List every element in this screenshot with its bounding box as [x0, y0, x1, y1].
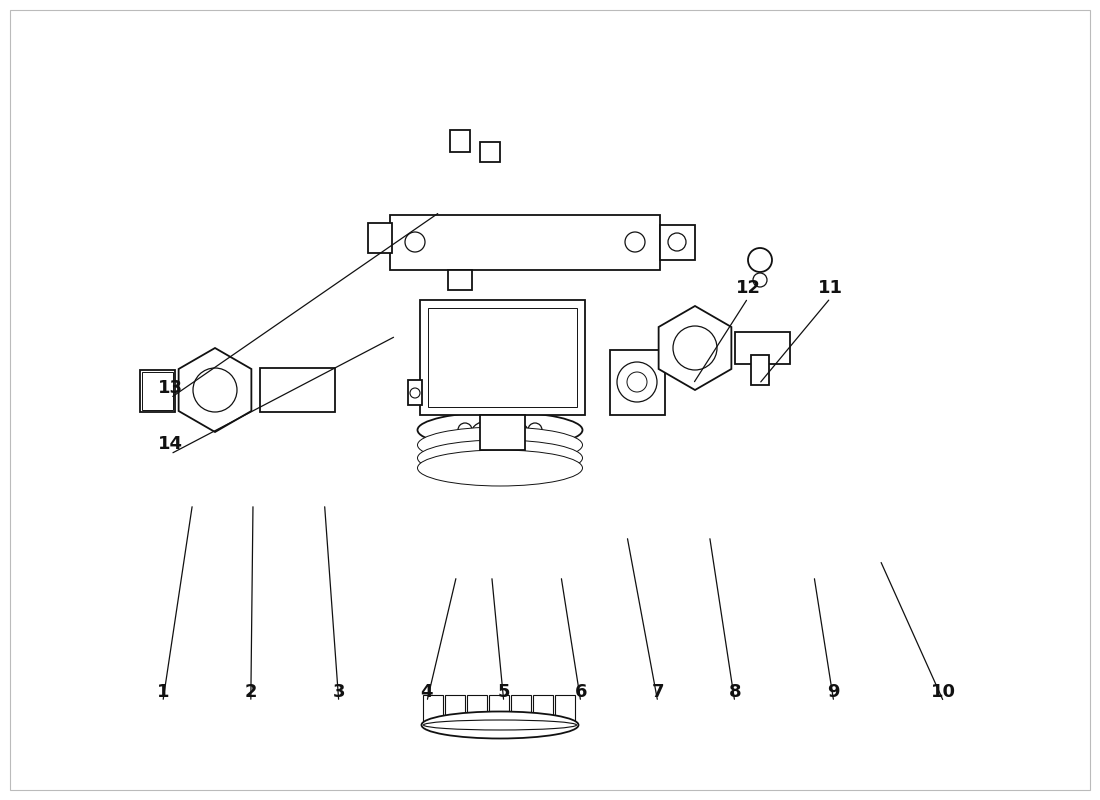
Circle shape [617, 362, 657, 402]
Ellipse shape [485, 424, 515, 436]
Bar [390, 215, 660, 270]
Bar [424, 695, 443, 725]
Text: 8: 8 [728, 683, 741, 701]
Bar [142, 372, 173, 410]
Bar [556, 695, 575, 725]
Text: 14: 14 [158, 435, 183, 453]
Text: 10: 10 [932, 683, 956, 701]
Bar [448, 270, 472, 290]
Polygon shape [659, 306, 732, 390]
Ellipse shape [473, 419, 528, 441]
Circle shape [673, 326, 717, 370]
Circle shape [458, 423, 472, 437]
Bar [512, 695, 531, 725]
Bar [660, 225, 695, 260]
Text: 6: 6 [574, 683, 587, 701]
Bar [480, 142, 501, 162]
Bar [428, 308, 578, 407]
Circle shape [405, 232, 425, 252]
Bar [735, 332, 790, 364]
Bar [450, 130, 470, 152]
Ellipse shape [424, 720, 576, 730]
Text: eurospares: eurospares [660, 155, 924, 197]
Circle shape [192, 368, 236, 412]
Bar [420, 300, 585, 415]
Bar [468, 695, 487, 725]
Text: eurospares: eurospares [165, 555, 429, 597]
Circle shape [493, 423, 507, 437]
Circle shape [754, 273, 767, 287]
Bar [751, 355, 769, 385]
Text: eurospares: eurospares [165, 155, 429, 197]
Bar [446, 695, 465, 725]
Circle shape [625, 232, 645, 252]
Text: 9: 9 [827, 683, 840, 701]
Ellipse shape [418, 412, 583, 448]
Ellipse shape [418, 427, 583, 463]
Bar [610, 350, 665, 415]
Circle shape [410, 388, 420, 398]
Polygon shape [178, 348, 252, 432]
Text: 2: 2 [244, 683, 257, 701]
Ellipse shape [421, 711, 579, 738]
Bar [408, 380, 422, 405]
Circle shape [668, 233, 686, 251]
Text: 1: 1 [156, 683, 169, 701]
Text: 4: 4 [420, 683, 433, 701]
Text: 11: 11 [818, 279, 843, 297]
Text: 7: 7 [651, 683, 664, 701]
Text: 5: 5 [497, 683, 510, 701]
Bar [534, 695, 553, 725]
Text: eurospares: eurospares [660, 555, 924, 597]
Bar [140, 370, 175, 412]
Ellipse shape [418, 440, 583, 476]
Bar [480, 415, 525, 450]
Bar [368, 223, 392, 253]
Bar [490, 695, 509, 725]
Text: 3: 3 [332, 683, 345, 701]
Circle shape [748, 248, 772, 272]
Circle shape [528, 423, 542, 437]
Text: 13: 13 [158, 379, 183, 397]
Bar [260, 368, 336, 412]
Text: 12: 12 [736, 279, 760, 297]
Circle shape [627, 372, 647, 392]
Ellipse shape [418, 450, 583, 486]
